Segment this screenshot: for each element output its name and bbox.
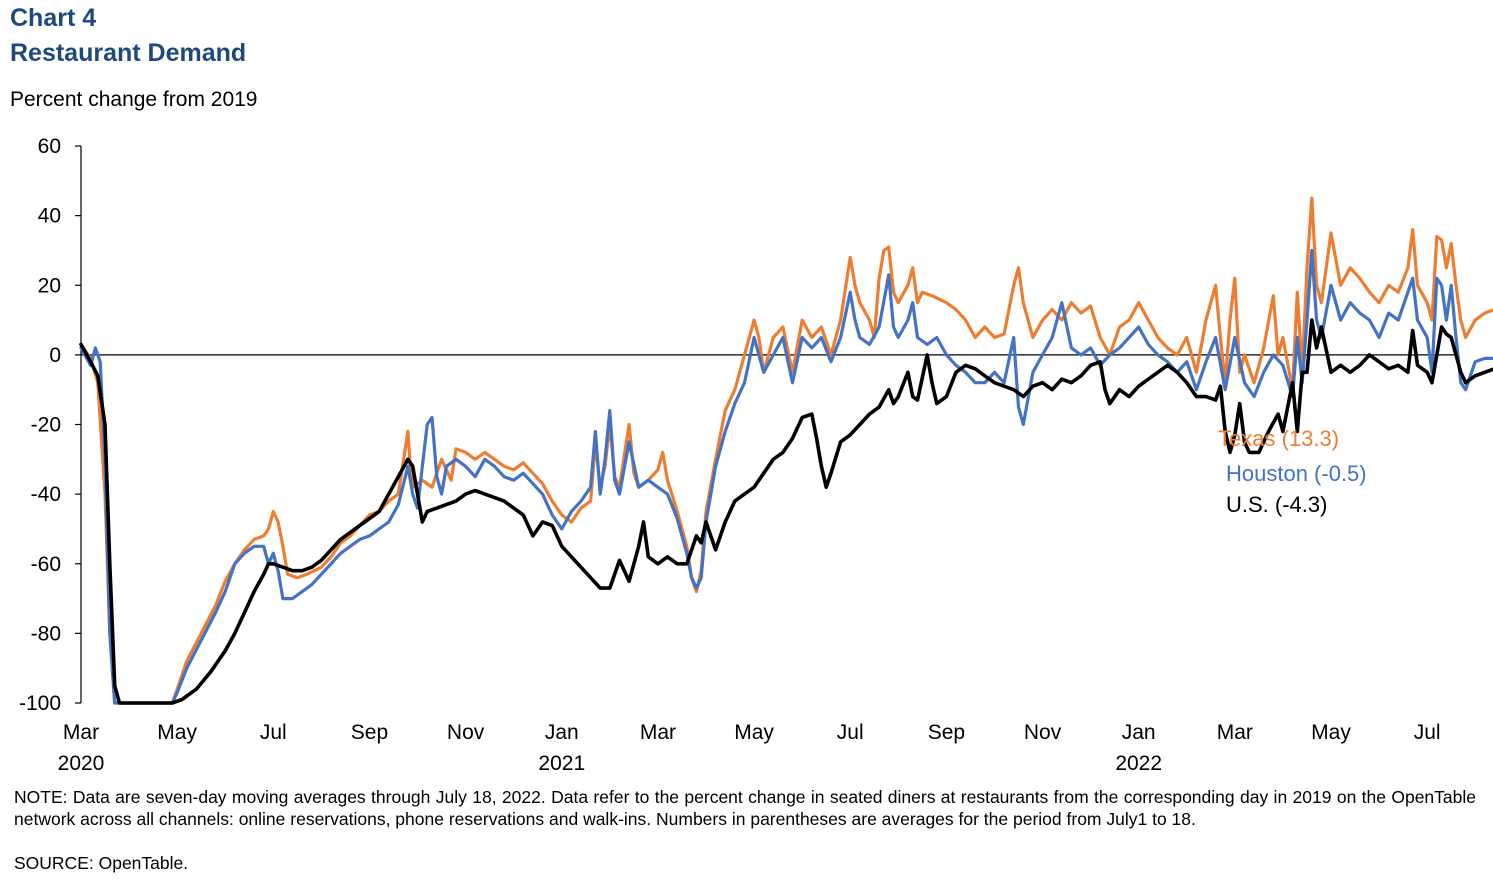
chart-legend: Texas (13.3) Houston (-0.5) U.S. (-4.3) bbox=[1218, 426, 1367, 517]
x-tick-label: May bbox=[1311, 721, 1351, 744]
x-tick-label: Nov bbox=[447, 721, 485, 744]
x-tick-label: Jul bbox=[837, 721, 864, 744]
y-tick-label: 40 bbox=[38, 205, 61, 228]
x-tick-label: Mar bbox=[640, 721, 676, 744]
x-tick-label: Sep bbox=[351, 721, 388, 744]
x-year-label: 2020 bbox=[58, 752, 105, 775]
x-tick-label: Jul bbox=[260, 721, 287, 744]
chart-series-group bbox=[79, 196, 1493, 705]
x-tick-label: Mar bbox=[63, 721, 99, 744]
y-tick-label: -40 bbox=[31, 483, 61, 506]
series-line-us bbox=[79, 318, 1493, 705]
x-tick-label: May bbox=[734, 721, 774, 744]
x-year-label: 2021 bbox=[538, 752, 585, 775]
y-axis-unit-label: Percent change from 2019 bbox=[10, 88, 258, 111]
y-tick-label: 0 bbox=[49, 344, 61, 367]
y-tick-label: -20 bbox=[31, 414, 61, 437]
x-tick-label: Jan bbox=[545, 721, 579, 744]
y-tick-label: 60 bbox=[38, 135, 61, 158]
chart-title: Restaurant Demand bbox=[10, 39, 247, 67]
y-tick-label: -60 bbox=[31, 553, 61, 576]
y-tick-label: 20 bbox=[38, 274, 61, 297]
legend-label-texas: Texas (13.3) bbox=[1218, 426, 1339, 451]
series-line-houston bbox=[79, 248, 1493, 705]
x-tick-label: Sep bbox=[928, 721, 965, 744]
x-tick-label: Mar bbox=[1217, 721, 1253, 744]
x-tick-label: May bbox=[157, 721, 197, 744]
x-tick-label: Nov bbox=[1024, 721, 1062, 744]
x-year-label: 2022 bbox=[1115, 752, 1162, 775]
chart-note: NOTE: Data are seven-day moving averages… bbox=[14, 787, 1476, 829]
legend-label-houston: Houston (-0.5) bbox=[1226, 461, 1367, 486]
chart-number: Chart 4 bbox=[10, 4, 97, 32]
legend-label-us: U.S. (-4.3) bbox=[1226, 492, 1327, 517]
y-tick-label: -80 bbox=[31, 622, 61, 645]
x-tick-label: Jan bbox=[1122, 721, 1156, 744]
chart-source: SOURCE: OpenTable. bbox=[14, 853, 189, 873]
x-tick-label: Jul bbox=[1414, 721, 1441, 744]
y-tick-label: -100 bbox=[19, 692, 61, 715]
